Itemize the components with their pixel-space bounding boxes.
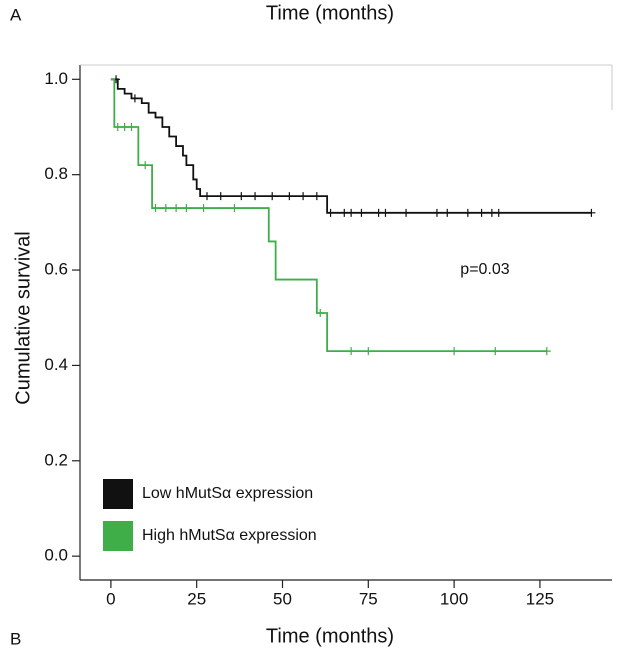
panel-label: B bbox=[10, 629, 21, 648]
y-tick-label: 0.8 bbox=[44, 164, 68, 183]
legend-swatch bbox=[103, 521, 133, 551]
censor-mark bbox=[151, 204, 160, 213]
x-tick-label: 100 bbox=[440, 589, 468, 608]
x-tick-label: 125 bbox=[526, 589, 554, 608]
censor-mark bbox=[141, 161, 150, 170]
legend-label: Low hMutSα expression bbox=[142, 485, 313, 502]
censor-mark bbox=[120, 122, 129, 131]
censor-mark bbox=[463, 208, 472, 217]
censor-mark bbox=[364, 347, 373, 356]
censor-mark bbox=[130, 94, 139, 103]
censor-mark bbox=[357, 208, 366, 217]
legend-swatch bbox=[103, 479, 133, 509]
censor-mark bbox=[285, 192, 294, 201]
censor-mark bbox=[251, 192, 260, 201]
censor-mark bbox=[381, 208, 390, 217]
censor-mark bbox=[230, 204, 239, 213]
legend-label: High hMutSα expression bbox=[142, 527, 317, 544]
y-tick-label: 1.0 bbox=[44, 69, 68, 88]
censor-mark bbox=[161, 204, 170, 213]
censor-mark bbox=[587, 208, 596, 217]
censor-mark bbox=[450, 347, 459, 356]
censor-mark bbox=[542, 347, 551, 356]
survival-curve bbox=[110, 78, 592, 214]
x-tick-label: 75 bbox=[359, 589, 378, 608]
x-axis-label: Time (months) bbox=[266, 625, 394, 647]
censor-mark bbox=[127, 122, 136, 131]
annotation: p=0.03 bbox=[460, 261, 509, 278]
censor-mark bbox=[216, 192, 225, 201]
censor-mark bbox=[477, 208, 486, 217]
censor-mark bbox=[237, 192, 246, 201]
x-tick-label: 50 bbox=[273, 589, 292, 608]
censor-mark bbox=[202, 192, 211, 201]
censor-mark bbox=[299, 192, 308, 201]
censor-mark bbox=[494, 208, 503, 217]
y-tick-label: 0.6 bbox=[44, 260, 68, 279]
censor-mark bbox=[268, 192, 277, 201]
censor-mark bbox=[432, 208, 441, 217]
y-axis-label: Cumulative survival bbox=[12, 231, 34, 404]
y-tick-label: 0.0 bbox=[44, 546, 68, 565]
censor-mark bbox=[491, 347, 500, 356]
censor-mark bbox=[402, 208, 411, 217]
censor-mark bbox=[316, 308, 325, 317]
censor-mark bbox=[340, 208, 349, 217]
censor-mark bbox=[113, 122, 122, 131]
y-tick-label: 0.2 bbox=[44, 450, 68, 469]
censor-mark bbox=[172, 204, 181, 213]
censor-mark bbox=[326, 208, 335, 217]
panel-label: A bbox=[10, 5, 22, 24]
censor-mark bbox=[347, 347, 356, 356]
chart-title: Time (months) bbox=[266, 2, 394, 24]
censor-mark bbox=[199, 204, 208, 213]
x-tick-label: 0 bbox=[106, 589, 115, 608]
censor-mark bbox=[487, 208, 496, 217]
y-tick-label: 0.4 bbox=[44, 355, 68, 374]
censor-mark bbox=[374, 208, 383, 217]
censor-mark bbox=[347, 208, 356, 217]
censor-mark bbox=[443, 208, 452, 217]
x-tick-label: 25 bbox=[187, 589, 206, 608]
censor-mark bbox=[182, 204, 191, 213]
censor-mark bbox=[312, 192, 321, 201]
